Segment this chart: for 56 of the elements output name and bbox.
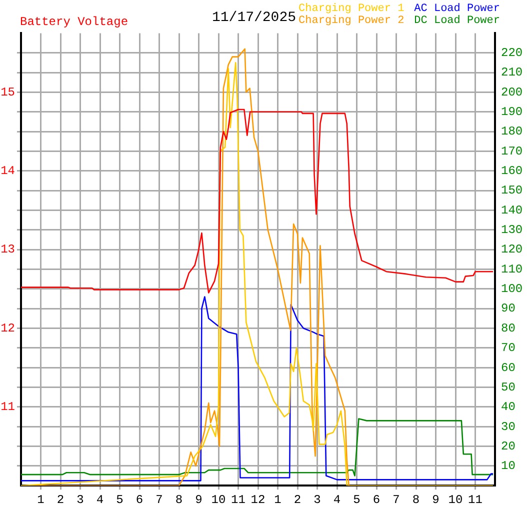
x-tick-label: 1 — [37, 492, 44, 507]
y-tick-label: 15 — [0, 85, 15, 100]
y2-tick-label: 110 — [501, 262, 523, 276]
x-tick-label: 2 — [56, 492, 64, 507]
x-tick-label: 5 — [353, 492, 360, 507]
x-tick-label: 7 — [156, 492, 163, 507]
text: AC Load Power — [414, 3, 500, 15]
x-tick-label: 10 — [211, 492, 226, 507]
y2-tick-label: 30 — [501, 420, 516, 434]
x-tick-label: 1 — [274, 492, 282, 507]
x-tick-label: 11 — [468, 492, 482, 507]
x-tick-label: 3 — [314, 492, 321, 507]
y2-tick-label: 170 — [501, 144, 523, 158]
y-tick-label: 13 — [0, 242, 15, 257]
text: DC Load Power — [414, 15, 500, 27]
y2-tick-label: 90 — [501, 302, 516, 316]
y2-tick-label: 160 — [501, 164, 523, 178]
x-tick-label: 6 — [136, 492, 144, 507]
x-tick-label: 7 — [392, 492, 400, 507]
y2-tick-label: 200 — [501, 85, 523, 100]
x-tick-label: 2 — [294, 492, 302, 507]
x-tick-label: 8 — [412, 492, 420, 507]
y2-tick-label: 80 — [501, 321, 516, 336]
y2-tick-label: 40 — [501, 400, 516, 414]
x-tick-label: 3 — [76, 492, 84, 507]
y-tick-label: 11 — [0, 400, 15, 414]
y2-tick-label: 220 — [501, 46, 523, 60]
x-tick-label: 4 — [96, 492, 104, 507]
text: Charging Power 1 — [298, 3, 404, 15]
x-tick-label: 10 — [448, 492, 463, 507]
x-tick-label: 8 — [175, 492, 183, 507]
y2-tick-label: 10 — [501, 459, 516, 474]
y2-tick-label: 140 — [501, 203, 523, 218]
y2-tick-label: 180 — [501, 124, 523, 139]
x-tick-label: 6 — [372, 492, 380, 507]
y2-tick-label: 20 — [501, 439, 516, 454]
y2-tick-label: 70 — [501, 341, 516, 356]
y2-tick-label: 60 — [501, 360, 516, 375]
y-axis-title: Battery Voltage — [20, 15, 128, 29]
y2-tick-label: 120 — [501, 242, 523, 257]
x-tick-label: 12 — [250, 492, 266, 507]
x-tick-label: 4 — [333, 492, 341, 507]
y2-tick-label: 190 — [501, 105, 523, 120]
y2-tick-label: 100 — [501, 282, 523, 296]
y2-tick-label: 210 — [501, 66, 523, 80]
text: Charging Power 2 — [298, 15, 404, 27]
y2-tick-label: 130 — [501, 223, 523, 238]
y2-tick-label: 150 — [501, 184, 523, 198]
y2-tick-label: 50 — [501, 380, 516, 394]
x-tick-label: 9 — [432, 492, 440, 507]
y-tick-label: 12 — [0, 321, 15, 336]
x-tick-label: 5 — [116, 492, 124, 507]
x-tick-label: 11 — [231, 492, 246, 507]
y-tick-label: 14 — [0, 164, 15, 178]
chart-title: 11/17/2025 — [212, 10, 296, 26]
x-tick-label: 9 — [195, 492, 202, 507]
